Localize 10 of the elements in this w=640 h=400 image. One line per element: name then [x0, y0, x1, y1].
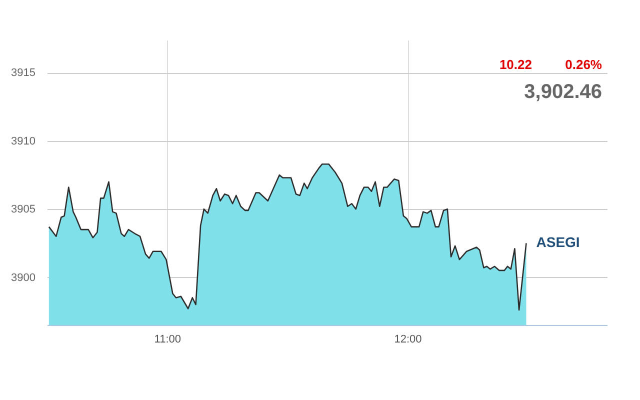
- y-tick-label: 3905: [11, 204, 36, 216]
- annotation: 10.22: [499, 57, 532, 72]
- y-tick-label: 3900: [11, 272, 36, 284]
- annotation: 3,902.46: [524, 81, 602, 103]
- y-tick-label: 3915: [11, 67, 36, 80]
- annotation: 0.26%: [565, 57, 602, 72]
- x-tick-label: 12:00: [394, 334, 422, 346]
- y-tick-label: 3910: [11, 135, 36, 148]
- x-tick-label: 11:00: [154, 334, 182, 346]
- series-label: ASEGI: [536, 234, 580, 250]
